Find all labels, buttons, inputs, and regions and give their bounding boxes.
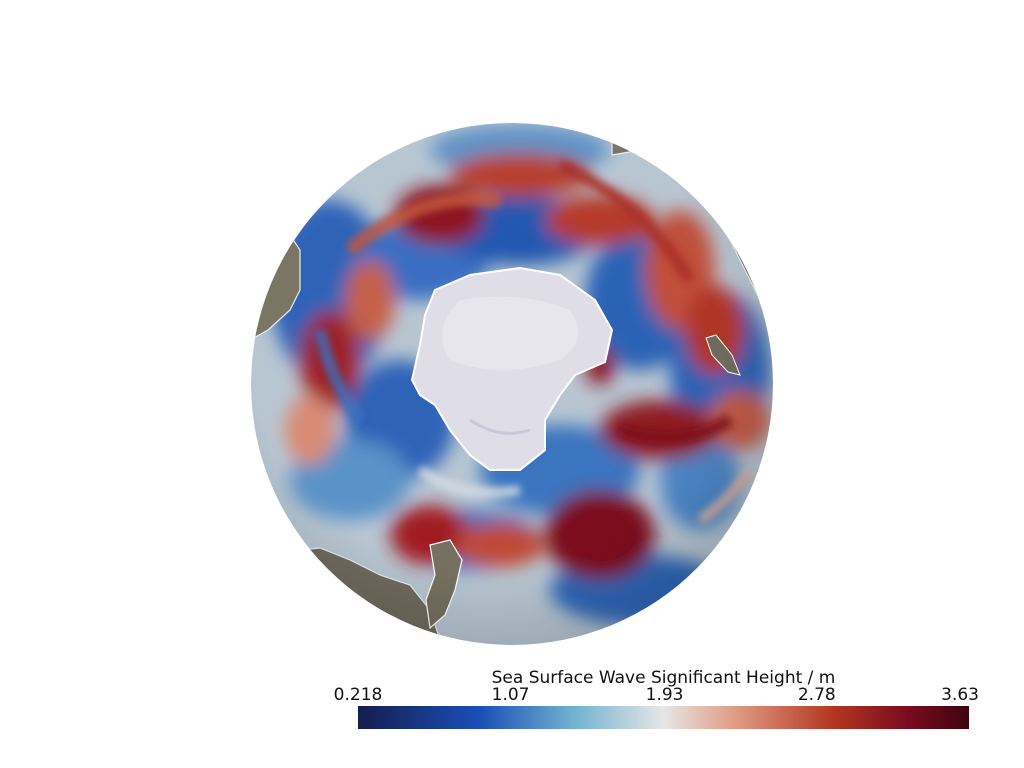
- colorbar-tick-label: 3.63: [941, 685, 979, 705]
- colorbar-title: Sea Surface Wave Significant Height / m: [491, 668, 836, 688]
- colorbar-gradient: [358, 706, 969, 729]
- wave-height-field: [251, 123, 773, 645]
- colorbar-tick-label: 0.218: [333, 685, 383, 705]
- colorbar-tick-label: 1.93: [645, 685, 684, 705]
- colorbar-tick-label: 2.78: [797, 685, 836, 705]
- colorbar-tick-label: 1.07: [491, 685, 530, 705]
